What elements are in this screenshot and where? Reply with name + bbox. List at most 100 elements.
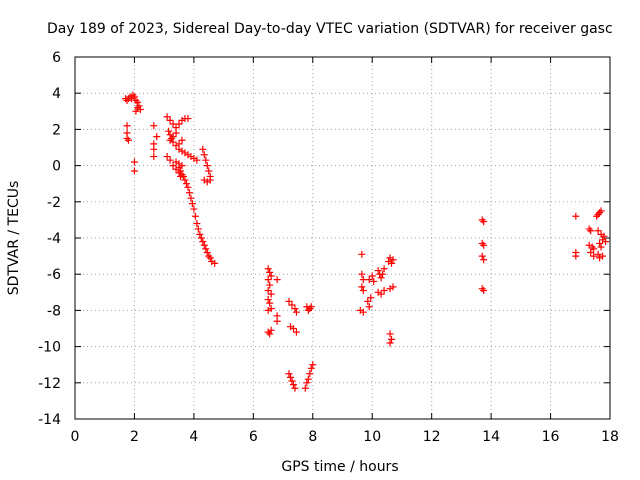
grid-lines — [75, 57, 610, 419]
data-point — [130, 167, 138, 175]
y-tick-label: -14 — [38, 412, 61, 428]
data-point — [602, 238, 610, 246]
data-point — [190, 205, 198, 213]
data-point — [288, 377, 296, 385]
data-point — [292, 308, 300, 316]
data-point — [306, 370, 314, 378]
data-point — [187, 194, 195, 202]
data-point — [286, 373, 294, 381]
data-point — [478, 285, 486, 293]
data-point — [365, 303, 373, 311]
data-point — [301, 384, 309, 392]
data-point — [358, 283, 366, 291]
data-point — [292, 328, 300, 336]
data-point — [377, 290, 385, 298]
data-point — [267, 272, 275, 280]
y-tick-label: -8 — [47, 303, 61, 319]
data-point — [199, 145, 207, 153]
data-point — [572, 252, 580, 260]
data-point — [304, 375, 312, 383]
data-point — [165, 127, 173, 135]
data-point — [168, 134, 176, 142]
data-point — [132, 107, 140, 115]
data-point — [203, 162, 211, 170]
data-point — [309, 361, 317, 369]
data-point — [585, 225, 593, 233]
data-point — [166, 156, 174, 164]
data-point — [185, 189, 193, 197]
data-point — [291, 305, 299, 313]
data-point — [184, 183, 192, 191]
data-point — [264, 306, 272, 314]
data-point — [364, 297, 372, 305]
data-point — [197, 234, 205, 242]
data-point — [264, 276, 272, 284]
data-point — [388, 335, 396, 343]
data-point — [193, 220, 201, 228]
data-point — [188, 200, 196, 208]
data-point — [389, 283, 397, 291]
x-tick-label: 10 — [363, 429, 381, 445]
data-point — [289, 325, 297, 332]
data-point — [291, 384, 299, 392]
data-point — [166, 136, 174, 144]
y-axis-label: SDTVAR / TECUs — [6, 181, 22, 296]
data-point — [264, 286, 272, 294]
data-point — [203, 248, 211, 256]
data-point — [377, 274, 385, 282]
data-point — [266, 281, 274, 289]
data-point — [125, 136, 132, 144]
data-point — [267, 290, 275, 298]
x-tick-label: 4 — [189, 429, 198, 445]
data-point — [130, 93, 138, 101]
data-point — [123, 122, 131, 130]
x-tick-label: 16 — [542, 429, 560, 445]
data-point — [478, 216, 486, 224]
data-point — [150, 153, 158, 161]
data-point — [480, 286, 488, 294]
data-point — [200, 241, 208, 249]
data-point — [572, 212, 580, 220]
data-point — [199, 238, 207, 246]
data-point — [370, 277, 378, 285]
x-axis-label: GPS time / hours — [281, 459, 398, 475]
data-point — [594, 227, 602, 235]
data-point — [205, 167, 213, 175]
data-point — [594, 250, 602, 258]
data-point — [266, 330, 274, 338]
x-tick-label: 0 — [71, 429, 80, 445]
data-point — [358, 270, 366, 278]
data-point — [303, 379, 311, 387]
y-tick-label: -4 — [47, 231, 61, 247]
data-point — [177, 167, 185, 175]
y-tick-label: 6 — [52, 50, 61, 66]
data-point — [166, 116, 174, 124]
data-point — [169, 120, 177, 128]
x-tick-label: 2 — [130, 429, 139, 445]
data-point — [368, 272, 376, 280]
data-series-sdtvar — [122, 91, 610, 392]
data-point — [193, 156, 201, 164]
x-tick-label: 18 — [601, 429, 619, 445]
y-tick-label: 0 — [52, 159, 61, 175]
x-tick-label: 14 — [482, 429, 500, 445]
data-point — [359, 308, 367, 316]
data-point — [307, 364, 315, 372]
data-point — [365, 276, 373, 284]
data-point — [191, 212, 199, 220]
data-point — [200, 151, 208, 159]
data-point — [206, 254, 214, 262]
data-point — [264, 296, 272, 304]
data-point — [587, 248, 595, 256]
data-point — [380, 286, 388, 294]
data-point — [267, 326, 275, 334]
data-point — [202, 245, 210, 253]
x-tick-label: 12 — [423, 429, 441, 445]
x-tick-label: 8 — [308, 429, 317, 445]
data-point — [133, 104, 141, 112]
data-point — [264, 265, 272, 273]
data-point — [153, 133, 161, 141]
data-point — [150, 145, 158, 153]
data-point — [206, 176, 214, 184]
